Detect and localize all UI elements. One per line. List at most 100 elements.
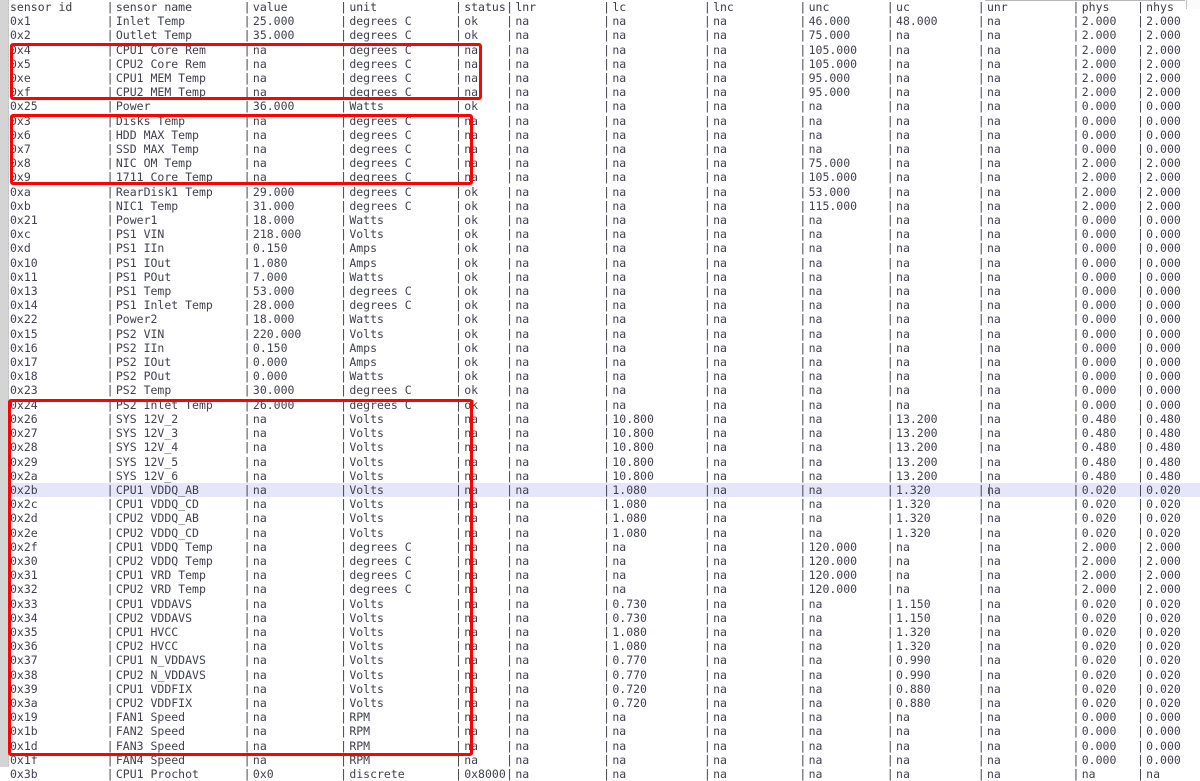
table-row[interactable]: 0x22 | Power2 | 18.000 | Watts | ok | na | na | na | na |… — [10, 312, 1200, 326]
table-row[interactable]: 0x7 | SSD MAX Temp | na | degrees C | na | na | na | n… — [10, 142, 1200, 156]
column-separator: | — [1136, 71, 1144, 86]
table-row[interactable]: 0xc | PS1 VIN | 218.000 | Volts | ok | na | na | na | na… — [10, 227, 1200, 241]
cell-sensor-name: CPU2 N_VDDAVS — [115, 667, 206, 682]
column-separator: | — [703, 198, 711, 213]
cell-nhys: 0.480 — [1146, 468, 1181, 483]
column-separator: | — [977, 681, 985, 696]
table-row[interactable]: 0x9 | 1711 Core Temp | na | degrees C | na | na | na… — [10, 170, 1200, 184]
cell-lc: na — [612, 553, 627, 568]
column-separator: | — [799, 0, 807, 14]
table-row[interactable]: 0x30 | CPU2 VDDQ Temp | na | degrees C | na | na | n… — [10, 554, 1200, 568]
table-header-row[interactable]: sensor id | sensor name | value | unit | status |… — [10, 0, 1200, 14]
table-row[interactable]: 0x24 | PS2 Inlet Temp | 26.000 | degrees C | ok |… — [10, 398, 1200, 412]
table-row[interactable]: 0x37 | CPU1 N_VDDAVS | na | Volts | na | na | 0.770 |… — [10, 653, 1200, 667]
column-separator: | — [1136, 724, 1144, 739]
table-row[interactable]: 0x3 | Disks Temp | na | degrees C | na | na | na | na |… — [10, 114, 1200, 128]
table-row[interactable]: 0x36 | CPU2 HVCC | na | Volts | na | na | 1.080 | na | n… — [10, 639, 1200, 653]
table-row[interactable]: 0x21 | Power1 | 18.000 | Watts | ok | na | na | na | na |… — [10, 213, 1200, 227]
cell-status: ok — [464, 326, 479, 341]
table-row[interactable]: 0x17 | PS2 IOut | 0.000 | Amps | ok | na | na | na | na |… — [10, 355, 1200, 369]
table-row[interactable]: 0x31 | CPU1 VRD Temp | na | degrees C | na | na | na… — [10, 568, 1200, 582]
table-row[interactable]: 0x19 | FAN1 Speed | na | RPM | na | na | na | na | na | na… — [10, 710, 1200, 724]
table-row[interactable]: 0x3a | CPU2 VDDFIX | na | Volts | na | na | 0.720 | na… — [10, 696, 1200, 710]
table-row[interactable]: 0x32 | CPU2 VRD Temp | na | degrees C | na | na | na… — [10, 582, 1200, 596]
table-row[interactable]: 0x11 | PS1 POut | 7.000 | Watts | ok | na | na | na | na… — [10, 270, 1200, 284]
table-row[interactable]: 0x16 | PS2 IIn | 0.150 | Amps | ok | na | na | na | na | n… — [10, 341, 1200, 355]
cell-uc: na — [896, 241, 910, 256]
table-row[interactable]: 0x25 | Power | 36.000 | Watts | ok | na | na | na | na | n… — [10, 99, 1200, 113]
column-separator: | — [603, 127, 611, 142]
column-separator: | — [1136, 710, 1144, 725]
table-row[interactable]: 0x34 | CPU2 VDDAVS | na | Volts | na | na | 0.730 | na… — [10, 611, 1200, 625]
table-row[interactable]: 0x8 | NIC OM Temp | na | degrees C | na | na | na | na… — [10, 156, 1200, 170]
table-row[interactable]: 0x2d | CPU2 VDDQ_AB | na | Volts | na | na | 1.080 | n… — [10, 511, 1200, 525]
column-separator: | — [886, 156, 894, 171]
column-separator: | — [603, 383, 611, 398]
table-row[interactable]: 0x29 | SYS 12V_5 | na | Volts | na | na | 10.800 | na |… — [10, 455, 1200, 469]
cell-nhys: 2.000 — [1146, 156, 1181, 171]
table-row[interactable]: 0x1b | FAN2 Speed | na | RPM | na | na | na | na | na | na… — [10, 724, 1200, 738]
column-separator: | — [106, 99, 114, 114]
cell-unc: na — [808, 724, 823, 739]
column-separator: | — [454, 184, 462, 199]
table-row[interactable]: 0x4 | CPU1 Core Rem | na | degrees C | na | na | na |… — [10, 43, 1200, 57]
table-row[interactable]: 0x15 | PS2 VIN | 220.000 | Volts | ok | na | na | na | n… — [10, 327, 1200, 341]
table-row[interactable]: 0xd | PS1 IIn | 0.150 | Amps | ok | na | na | na | na | na… — [10, 241, 1200, 255]
table-row[interactable]: 0x1f | FAN4 Speed | na | RPM | na | na | na | na | na | na… — [10, 753, 1200, 767]
table-row[interactable]: 0x26 | SYS 12V_2 | na | Volts | na | na | 10.800 | na |… — [10, 412, 1200, 426]
table-row[interactable]: 0x10 | PS1 IOut | 1.080 | Amps | ok | na | na | na | na |… — [10, 256, 1200, 270]
column-separator: | — [243, 582, 251, 597]
column-separator: | — [340, 355, 348, 370]
table-row[interactable]: 0x2c | CPU1 VDDQ_CD | na | Volts | na | na | 1.080 | n… — [10, 497, 1200, 511]
table-row[interactable]: 0x2e | CPU2 VDDQ_CD | na | Volts | na | na | 1.080 | n… — [10, 526, 1200, 540]
table-row[interactable]: 0x27 | SYS 12V_3 | na | Volts | na | na | 10.800 | na |… — [10, 426, 1200, 440]
cell-status: na — [464, 56, 479, 71]
table-row[interactable]: 0x2f | CPU1 VDDQ Temp | na | degrees C | na | na | n… — [10, 540, 1200, 554]
cell-nhys: 2.000 — [1146, 568, 1181, 583]
table-row[interactable]: 0x35 | CPU1 HVCC | na | Volts | na | na | 1.080 | na | n… — [10, 625, 1200, 639]
table-row[interactable]: 0x2b | CPU1 VDDQ_AB | na | Volts | na | na | 1.080 | n… — [10, 482, 1200, 498]
cell-value: na — [252, 596, 267, 611]
table-row[interactable]: 0xb | NIC1 Temp | 31.000 | degrees C | ok | na | na |… — [10, 199, 1200, 213]
table-row[interactable]: 0x2a | SYS 12V_6 | na | Volts | na | na | 10.800 | na |… — [10, 469, 1200, 483]
cell-lnr: na — [515, 553, 530, 568]
table-row[interactable]: 0x1d | FAN3 Speed | na | RPM | na | na | na | na | na | na… — [10, 739, 1200, 753]
table-row[interactable]: 0x14 | PS1 Inlet Temp | 28.000 | degrees C | ok |… — [10, 298, 1200, 312]
cell-unc: na — [808, 340, 823, 355]
table-row[interactable]: 0x2 | Outlet Temp | 35.000 | degrees C | ok | na | n… — [10, 28, 1200, 42]
cell-status: na — [464, 539, 479, 554]
column-separator: | — [506, 14, 514, 29]
table-row[interactable]: 0x28 | SYS 12V_4 | na | Volts | na | na | 10.800 | na |… — [10, 440, 1200, 454]
column-separator: | — [799, 596, 807, 611]
column-separator: | — [977, 184, 985, 199]
table-row[interactable]: 0x6 | HDD MAX Temp | na | degrees C | na | na | na | n… — [10, 128, 1200, 142]
table-row[interactable]: 0x39 | CPU1 VDDFIX | na | Volts | na | na | 0.720 | na… — [10, 682, 1200, 696]
table-row[interactable]: 0x23 | PS2 Temp | 30.000 | degrees C | ok | na | na |… — [10, 383, 1200, 397]
table-row[interactable]: 0x18 | PS2 POut | 0.000 | Watts | ok | na | na | na | na… — [10, 369, 1200, 383]
table-row[interactable]: 0xf | CPU2 MEM Temp | na | degrees C | na | na | na |… — [10, 85, 1200, 99]
cell-sensor-name: CPU2 VDDQ Temp — [115, 553, 213, 568]
table-row[interactable]: 0x38 | CPU2 N_VDDAVS | na | Volts | na | na | 0.770 |… — [10, 668, 1200, 682]
table-row[interactable]: 0x3b | CPU1 Prochot | 0x0 | discrete | 0x8000 | na… — [10, 767, 1200, 781]
cell-unc: na — [808, 369, 823, 384]
table-row[interactable]: 0x5 | CPU2 Core Rem | na | degrees C | na | na | na |… — [10, 57, 1200, 71]
cell-sensor-id: 0x29 — [10, 454, 38, 469]
cell-status: na — [464, 170, 479, 185]
column-separator: | — [977, 624, 985, 639]
cell-sensor-id: 0x2 — [10, 28, 31, 43]
table-row[interactable]: 0xe | CPU1 MEM Temp | na | degrees C | na | na | na |… — [10, 71, 1200, 85]
cell-uc: na — [896, 355, 910, 370]
column-separator: | — [799, 440, 807, 455]
cell-unr: na — [986, 454, 1001, 469]
cell-value: na — [252, 85, 267, 100]
cell-sensor-id: 0x3 — [10, 113, 31, 128]
cell-lc: na — [612, 340, 627, 355]
table-row[interactable]: 0x13 | PS1 Temp | 53.000 | degrees C | ok | na | na |… — [10, 284, 1200, 298]
cell-lc: na — [612, 28, 627, 43]
table-row[interactable]: 0x33 | CPU1 VDDAVS | na | Volts | na | na | 0.730 | na… — [10, 597, 1200, 611]
cell-unc: na — [808, 255, 823, 270]
column-separator: | — [1072, 426, 1080, 441]
table-row[interactable]: 0xa | RearDisk1 Temp | 29.000 | degrees C | ok | n… — [10, 185, 1200, 199]
table-row[interactable]: 0x1 | Inlet Temp | 25.000 | degrees C | ok | na | na… — [10, 14, 1200, 28]
